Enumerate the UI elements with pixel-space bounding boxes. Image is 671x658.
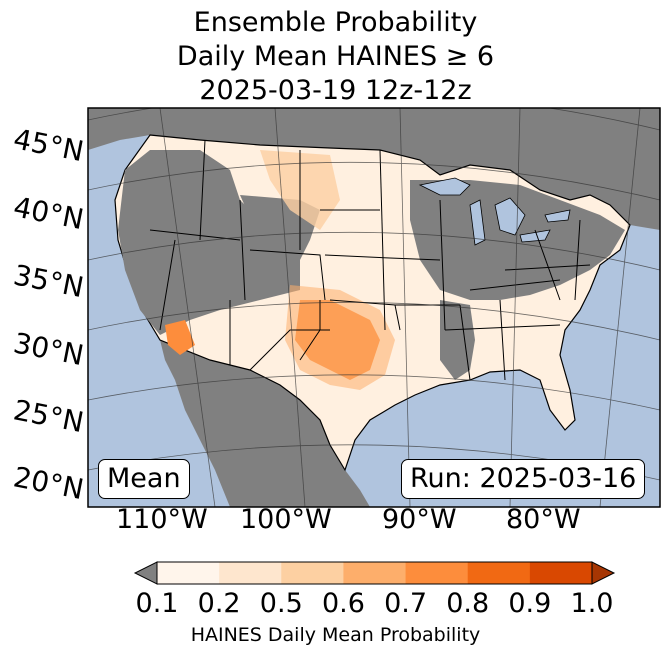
colorbar-segment (281, 562, 344, 584)
prob-mid-1 (285, 285, 395, 390)
colorbar-tick-label: 0.8 (446, 588, 490, 619)
colorbar-segment (343, 562, 407, 584)
run-date-badge: Run: 2025-03-16 (401, 459, 646, 499)
colorbar-frame (156, 561, 593, 585)
colorbar-tick-label: 0.1 (135, 588, 179, 619)
colorbar-tick-label: 0.7 (384, 588, 428, 619)
lon-label-80: 80°W (506, 504, 581, 535)
colorbar-label: HAINES Daily Mean Probability (190, 624, 481, 646)
colorbar-over-arrow (591, 561, 616, 585)
colorbar-under-arrow (133, 561, 158, 585)
lon-label-90: 90°W (382, 504, 457, 535)
colorbar-segment (219, 562, 282, 584)
colorbar-tick-label: 0.9 (508, 588, 552, 619)
great-lakes (418, 177, 571, 246)
canada-land (88, 108, 660, 230)
colorbar-segment (529, 562, 593, 584)
colorbar-tick-label: 0.6 (321, 588, 365, 619)
colorbar-tick-label: 1.0 (570, 588, 614, 619)
masked-west-1 (118, 150, 300, 335)
mean-badge: Mean (98, 459, 190, 499)
prob-high-2 (165, 320, 195, 355)
colorbar-segment (405, 562, 469, 584)
lon-label-100: 100°W (240, 504, 332, 535)
title-line-3: 2025-03-19 12z-12z (199, 75, 472, 106)
colorbar-segment (157, 562, 220, 584)
title-line-1: Ensemble Probability (193, 7, 478, 38)
state-borders (149, 139, 591, 381)
map-frame (87, 107, 661, 508)
masked-east-2 (440, 300, 475, 380)
masked-east-1 (410, 180, 625, 300)
title-line-2: Daily Mean HAINES ≥ 6 (176, 41, 495, 72)
lon-label-110: 110°W (116, 504, 208, 535)
colorbar-tick-label: 0.5 (259, 588, 303, 619)
colorbar-tick-label: 0.2 (197, 588, 241, 619)
colorbar-segment (467, 562, 531, 584)
